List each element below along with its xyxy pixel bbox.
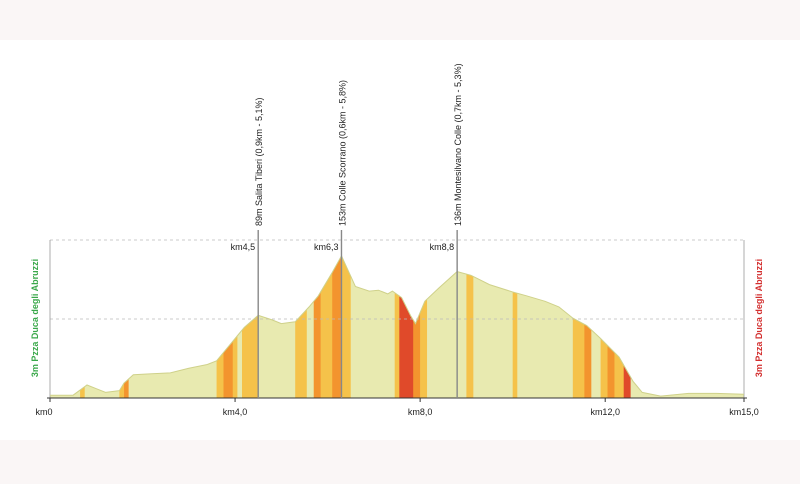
grade-band [242,255,259,398]
grade-band [517,255,574,398]
grade-band [399,255,414,398]
grade-band [50,255,81,398]
climb-label: 136m Montesilvano Colle (0,7km - 5,3%) [453,63,463,226]
grade-band [600,255,608,398]
elevation-profile: km0 km4,0 km8,0 km12,0 km15,0 km4,5 89m Salit… [0,40,800,440]
grade-band [216,255,224,398]
grade-band [584,255,592,398]
climb-label: 153m Colle Scorrano (0,6km - 5,8%) [337,80,347,226]
grade-band [128,255,217,398]
grade-band [394,255,400,398]
x-tick-label: km12,0 [590,407,620,417]
grade-band [295,255,308,398]
profile-outline [50,254,745,397]
grade-band [623,255,631,398]
grade-band [80,255,85,398]
climb-km-label: km4,5 [231,242,256,252]
x-tick-label: km0 [35,407,52,417]
grade-band [350,255,395,398]
grade-band [124,255,129,398]
grade-band [607,255,615,398]
climb-label: 89m Salita Tiberi (0,9km - 5,1%) [254,97,264,226]
grade-band [420,255,428,398]
grade-band [84,255,120,398]
climb-km-label: km6,3 [314,242,339,252]
grade-band [223,255,234,398]
grade-band [413,255,421,398]
grade-band [591,255,601,398]
grade-band [427,255,467,398]
grade-band [320,255,333,398]
x-tick-label: km8,0 [408,407,433,417]
grade-band [473,255,513,398]
end-label: 3m Pzza Duca degli Abruzzi [754,259,764,377]
grade-band [614,255,625,398]
grade-band [332,255,342,398]
grade-band [258,255,296,398]
x-tick-label: km4,0 [223,407,248,417]
grade-band [119,255,125,398]
grade-band [237,255,243,398]
grade-band [341,255,352,398]
grade-band [512,255,518,398]
grade-band [232,255,238,398]
grade-band [630,255,744,398]
grade-band [572,255,585,398]
grade-band [466,255,474,398]
grade-band [313,255,321,398]
climb-km-label: km8,8 [430,242,455,252]
x-tick-label: km15,0 [729,407,759,417]
start-label: 3m Pzza Duca degli Abruzzi [30,259,40,377]
grade-band [306,255,315,398]
elevation-chart: km0 km4,0 km8,0 km12,0 km15,0 km4,5 89m Salit… [30,63,764,417]
